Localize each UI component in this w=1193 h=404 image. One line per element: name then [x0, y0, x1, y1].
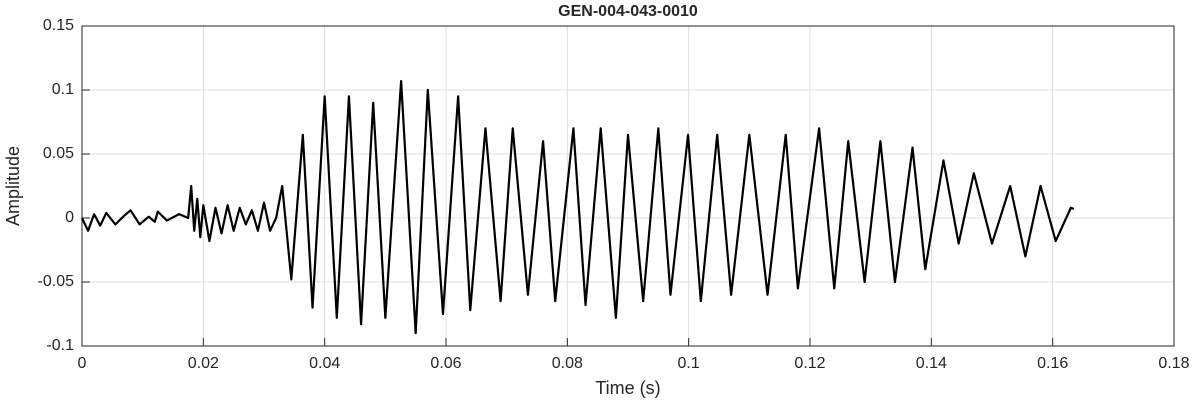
x-axis-label: Time (s) [595, 378, 660, 398]
waveform-line [81, 79, 1075, 335]
x-tick-label: 0.08 [552, 355, 583, 372]
y-tick-label: -0.1 [46, 337, 74, 354]
x-tick-label: 0.18 [1158, 355, 1189, 372]
y-tick-label: 0 [65, 209, 74, 226]
x-tick-label: 0.04 [309, 355, 340, 372]
x-tick-label: 0.1 [678, 355, 700, 372]
chart-title: GEN-004-043-0010 [558, 3, 698, 20]
x-tick-label: 0.02 [188, 355, 219, 372]
y-tick-label: -0.05 [38, 273, 75, 290]
y-tick-label: 0.15 [43, 17, 74, 34]
x-tick-label: 0 [78, 355, 87, 372]
y-tick-label: 0.05 [43, 145, 74, 162]
x-tick-label: 0.14 [916, 355, 947, 372]
y-axis-label: Amplitude [3, 146, 23, 226]
x-tick-label: 0.16 [1037, 355, 1068, 372]
y-tick-label: 0.1 [52, 81, 74, 98]
x-tick-label: 0.06 [430, 355, 461, 372]
plot-frame [81, 25, 1175, 347]
x-tick-label: 0.12 [794, 355, 825, 372]
